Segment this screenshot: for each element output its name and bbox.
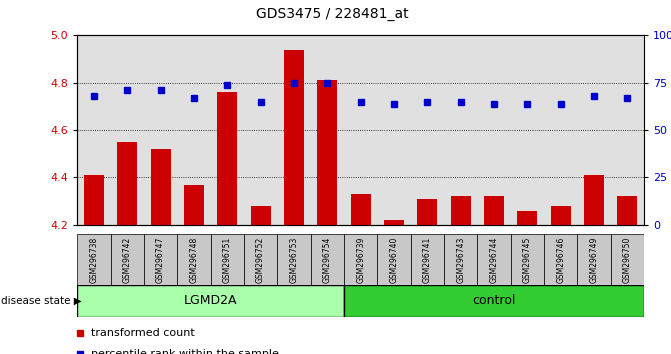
Text: GSM296743: GSM296743 bbox=[456, 236, 465, 282]
Bar bbox=[477, 234, 511, 285]
Bar bbox=[277, 234, 311, 285]
Bar bbox=[444, 234, 477, 285]
Text: GSM296744: GSM296744 bbox=[490, 236, 499, 282]
Text: GSM296745: GSM296745 bbox=[523, 236, 532, 282]
Text: GSM296749: GSM296749 bbox=[590, 236, 599, 282]
Text: GSM296741: GSM296741 bbox=[423, 236, 432, 282]
Text: GSM296748: GSM296748 bbox=[189, 236, 199, 282]
Bar bbox=[578, 234, 611, 285]
Text: disease state ▶: disease state ▶ bbox=[1, 296, 81, 306]
Bar bbox=[111, 234, 144, 285]
Bar bbox=[344, 234, 377, 285]
Text: transformed count: transformed count bbox=[91, 328, 195, 338]
Bar bbox=[144, 234, 177, 285]
Text: LGMD2A: LGMD2A bbox=[184, 295, 238, 307]
Bar bbox=[617, 196, 637, 225]
Text: percentile rank within the sample: percentile rank within the sample bbox=[91, 348, 279, 354]
Bar bbox=[411, 234, 444, 285]
Bar bbox=[344, 285, 644, 317]
Bar bbox=[184, 184, 204, 225]
Bar bbox=[117, 142, 137, 225]
Text: GSM296742: GSM296742 bbox=[123, 236, 132, 282]
Text: GSM296752: GSM296752 bbox=[256, 236, 265, 282]
Bar bbox=[211, 234, 244, 285]
Text: GSM296747: GSM296747 bbox=[156, 236, 165, 282]
Bar bbox=[317, 80, 338, 225]
Text: GSM296739: GSM296739 bbox=[356, 236, 365, 282]
Bar bbox=[244, 234, 277, 285]
Text: GDS3475 / 228481_at: GDS3475 / 228481_at bbox=[256, 7, 409, 21]
Bar bbox=[384, 220, 404, 225]
Bar bbox=[484, 196, 504, 225]
Text: GSM296740: GSM296740 bbox=[389, 236, 399, 282]
Bar bbox=[584, 175, 604, 225]
Text: GSM296751: GSM296751 bbox=[223, 236, 231, 282]
Bar bbox=[551, 206, 571, 225]
Bar bbox=[77, 234, 111, 285]
Text: GSM296746: GSM296746 bbox=[556, 236, 565, 282]
Bar bbox=[77, 285, 344, 317]
Bar bbox=[177, 234, 211, 285]
Text: GSM296738: GSM296738 bbox=[89, 236, 99, 282]
Bar bbox=[417, 199, 437, 225]
Text: control: control bbox=[472, 295, 516, 307]
Bar bbox=[544, 234, 578, 285]
Bar bbox=[517, 211, 537, 225]
Text: GSM296753: GSM296753 bbox=[289, 236, 299, 282]
Bar bbox=[217, 92, 238, 225]
Bar bbox=[451, 196, 471, 225]
Bar bbox=[250, 206, 270, 225]
Bar bbox=[84, 175, 104, 225]
Bar bbox=[351, 194, 370, 225]
Bar bbox=[311, 234, 344, 285]
Bar bbox=[611, 234, 644, 285]
Bar bbox=[284, 50, 304, 225]
Text: GSM296750: GSM296750 bbox=[623, 236, 632, 282]
Bar bbox=[377, 234, 411, 285]
Bar bbox=[150, 149, 170, 225]
Bar bbox=[511, 234, 544, 285]
Text: GSM296754: GSM296754 bbox=[323, 236, 332, 282]
